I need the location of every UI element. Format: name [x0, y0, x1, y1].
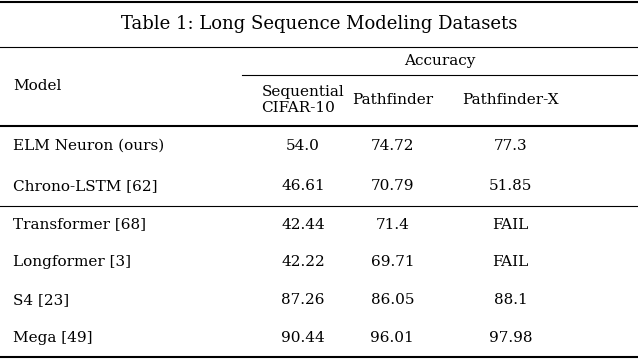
Text: 70.79: 70.79: [371, 179, 414, 193]
Text: 42.44: 42.44: [281, 218, 325, 232]
Text: Pathfinder-X: Pathfinder-X: [462, 93, 559, 107]
Text: Pathfinder: Pathfinder: [352, 93, 433, 107]
Text: 42.22: 42.22: [281, 255, 325, 269]
Text: ELM Neuron (ours): ELM Neuron (ours): [13, 139, 164, 153]
Text: Accuracy: Accuracy: [404, 54, 476, 68]
Text: 86.05: 86.05: [371, 293, 414, 307]
Text: 74.72: 74.72: [371, 139, 414, 153]
Text: 71.4: 71.4: [375, 218, 410, 232]
Text: 97.98: 97.98: [489, 331, 532, 345]
Text: 87.26: 87.26: [281, 293, 325, 307]
Text: 51.85: 51.85: [489, 179, 532, 193]
Text: Chrono-LSTM [62]: Chrono-LSTM [62]: [13, 179, 157, 193]
Text: Table 1: Long Sequence Modeling Datasets: Table 1: Long Sequence Modeling Datasets: [121, 15, 517, 33]
Text: Longformer [3]: Longformer [3]: [13, 255, 131, 269]
Text: 69.71: 69.71: [371, 255, 414, 269]
Text: 88.1: 88.1: [494, 293, 527, 307]
Text: Transformer [68]: Transformer [68]: [13, 218, 145, 232]
Text: S4 [23]: S4 [23]: [13, 293, 69, 307]
Text: FAIL: FAIL: [493, 218, 528, 232]
Text: FAIL: FAIL: [493, 255, 528, 269]
Text: 54.0: 54.0: [286, 139, 320, 153]
Text: 96.01: 96.01: [371, 331, 414, 345]
Text: 90.44: 90.44: [281, 331, 325, 345]
Text: 46.61: 46.61: [281, 179, 325, 193]
Text: Model: Model: [13, 79, 61, 93]
Text: 77.3: 77.3: [494, 139, 527, 153]
Text: Mega [49]: Mega [49]: [13, 331, 93, 345]
Text: Sequential
CIFAR-10: Sequential CIFAR-10: [262, 85, 345, 115]
